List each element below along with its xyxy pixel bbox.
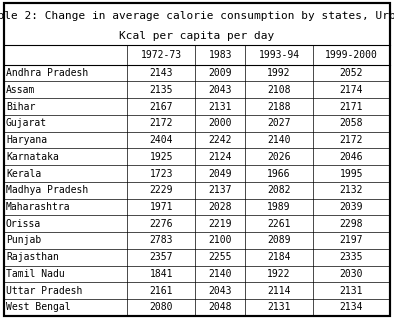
- Text: 2167: 2167: [150, 101, 173, 112]
- Text: 2131: 2131: [340, 286, 363, 296]
- Text: Andhra Pradesh: Andhra Pradesh: [6, 68, 88, 78]
- Text: Table 2: Change in average calorie consumption by states, Urban: Table 2: Change in average calorie consu…: [0, 11, 394, 21]
- Text: 2143: 2143: [150, 68, 173, 78]
- Text: 2140: 2140: [208, 269, 232, 279]
- Text: 2043: 2043: [208, 286, 232, 296]
- Text: 1992: 1992: [267, 68, 291, 78]
- Text: 1841: 1841: [150, 269, 173, 279]
- Text: 2404: 2404: [150, 135, 173, 145]
- Text: 2009: 2009: [208, 68, 232, 78]
- Text: 2242: 2242: [208, 135, 232, 145]
- Text: Rajasthan: Rajasthan: [6, 252, 59, 262]
- Text: 2219: 2219: [208, 219, 232, 229]
- Text: Tamil Nadu: Tamil Nadu: [6, 269, 65, 279]
- Text: Gujarat: Gujarat: [6, 118, 47, 128]
- Text: Maharashtra: Maharashtra: [6, 202, 71, 212]
- Text: 1995: 1995: [340, 168, 363, 179]
- Text: Kcal per capita per day: Kcal per capita per day: [119, 31, 275, 41]
- Text: 2049: 2049: [208, 168, 232, 179]
- Text: 2298: 2298: [340, 219, 363, 229]
- Text: 2046: 2046: [340, 152, 363, 162]
- Text: Assam: Assam: [6, 85, 35, 95]
- Text: 2276: 2276: [150, 219, 173, 229]
- Text: 2082: 2082: [267, 185, 291, 195]
- Text: 2124: 2124: [208, 152, 232, 162]
- Text: 2783: 2783: [150, 235, 173, 246]
- Text: 2058: 2058: [340, 118, 363, 128]
- Text: 2052: 2052: [340, 68, 363, 78]
- Text: 2108: 2108: [267, 85, 291, 95]
- Text: 2229: 2229: [150, 185, 173, 195]
- Text: 2335: 2335: [340, 252, 363, 262]
- Text: 2132: 2132: [340, 185, 363, 195]
- Text: 2000: 2000: [208, 118, 232, 128]
- Text: 2089: 2089: [267, 235, 291, 246]
- Text: 2197: 2197: [340, 235, 363, 246]
- Text: 2030: 2030: [340, 269, 363, 279]
- Text: 1922: 1922: [267, 269, 291, 279]
- Text: 1972-73: 1972-73: [141, 50, 182, 60]
- Text: 2137: 2137: [208, 185, 232, 195]
- Text: 2188: 2188: [267, 101, 291, 112]
- Text: Punjab: Punjab: [6, 235, 41, 246]
- Text: 2171: 2171: [340, 101, 363, 112]
- Text: 2134: 2134: [340, 302, 363, 312]
- Text: 2261: 2261: [267, 219, 291, 229]
- Text: Orissa: Orissa: [6, 219, 41, 229]
- Text: 1993-94: 1993-94: [258, 50, 299, 60]
- Text: 2100: 2100: [208, 235, 232, 246]
- Text: 2135: 2135: [150, 85, 173, 95]
- Text: 2172: 2172: [150, 118, 173, 128]
- Text: 2131: 2131: [208, 101, 232, 112]
- Text: Haryana: Haryana: [6, 135, 47, 145]
- Text: 2172: 2172: [340, 135, 363, 145]
- Text: 2357: 2357: [150, 252, 173, 262]
- Text: Madhya Pradesh: Madhya Pradesh: [6, 185, 88, 195]
- Text: Karnataka: Karnataka: [6, 152, 59, 162]
- Text: 2026: 2026: [267, 152, 291, 162]
- Text: 2043: 2043: [208, 85, 232, 95]
- Text: 2028: 2028: [208, 202, 232, 212]
- Text: 2174: 2174: [340, 85, 363, 95]
- Text: West Bengal: West Bengal: [6, 302, 71, 312]
- Text: 2161: 2161: [150, 286, 173, 296]
- Text: 2131: 2131: [267, 302, 291, 312]
- Text: 1723: 1723: [150, 168, 173, 179]
- Text: Uttar Pradesh: Uttar Pradesh: [6, 286, 82, 296]
- Text: 2027: 2027: [267, 118, 291, 128]
- Text: 2140: 2140: [267, 135, 291, 145]
- Text: Bihar: Bihar: [6, 101, 35, 112]
- Text: 2039: 2039: [340, 202, 363, 212]
- Text: 1999-2000: 1999-2000: [325, 50, 378, 60]
- Text: 1925: 1925: [150, 152, 173, 162]
- Text: 2114: 2114: [267, 286, 291, 296]
- Text: 1989: 1989: [267, 202, 291, 212]
- Text: 1971: 1971: [150, 202, 173, 212]
- Text: 2255: 2255: [208, 252, 232, 262]
- Text: Kerala: Kerala: [6, 168, 41, 179]
- Text: 2048: 2048: [208, 302, 232, 312]
- Text: 1983: 1983: [208, 50, 232, 60]
- Text: 1966: 1966: [267, 168, 291, 179]
- Text: 2080: 2080: [150, 302, 173, 312]
- Text: 2184: 2184: [267, 252, 291, 262]
